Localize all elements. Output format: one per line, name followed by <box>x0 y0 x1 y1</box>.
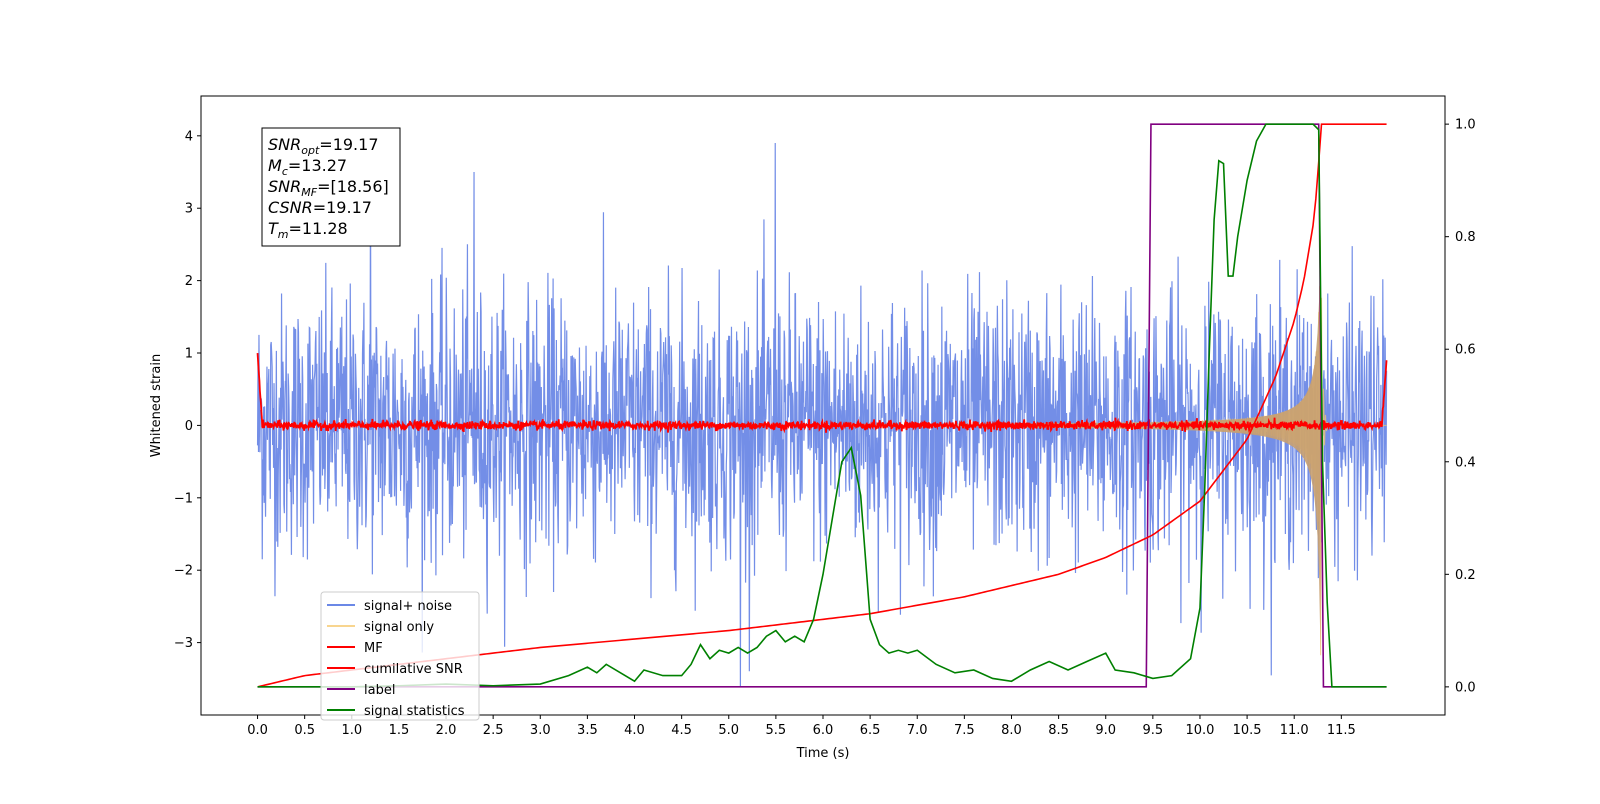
y2-tick-label: 0.6 <box>1455 343 1476 358</box>
x-tick-label: 0.0 <box>247 723 268 738</box>
y-tick-label: 4 <box>185 129 193 144</box>
legend-label: MF <box>364 641 383 656</box>
x-tick-label: 2.0 <box>436 723 457 738</box>
x-tick-label: 9.0 <box>1095 723 1116 738</box>
annotation-line: CSNR=19.17 <box>268 198 372 217</box>
y-tick-label: 3 <box>185 202 193 217</box>
x-axis-label: Time (s) <box>796 746 850 761</box>
series-line-mf <box>256 352 1388 434</box>
annotation-value: =11.28 <box>289 219 348 238</box>
y2-tick-label: 0.4 <box>1455 455 1476 470</box>
annotation-box: SNRopt=19.17Mc=13.27SNRMF=[18.56]CSNR=19… <box>261 127 401 247</box>
x-tick-label: 10.5 <box>1233 723 1262 738</box>
x-tick-label: 5.0 <box>718 723 739 738</box>
y2-tick-label: 0.2 <box>1455 568 1476 583</box>
x-tick-label: 0.5 <box>294 723 315 738</box>
axes-layer: 0.0 0.5 1.0 1.5 2.0 2.5 3.0 3.5 4.0 4.5 5.0 5.5 6.0 6… <box>149 95 1476 761</box>
annotation-value: =19.17 <box>313 198 372 217</box>
y-tick-label: −1 <box>174 491 193 506</box>
annotation-subscript: opt <box>301 144 320 157</box>
annotation-symbol: T <box>268 219 279 238</box>
y-tick-label: −3 <box>174 636 193 651</box>
x-tick-label: 11.0 <box>1280 723 1309 738</box>
annotation-line: Mc=13.27 <box>268 156 347 178</box>
annotation-symbol: M <box>268 156 282 175</box>
y2-tick-label: 0.8 <box>1455 230 1476 245</box>
annotation-subscript: MF <box>301 186 317 199</box>
x-tick-label: 11.5 <box>1327 723 1356 738</box>
legend-frame <box>320 591 480 721</box>
x-tick-label: 3.0 <box>530 723 551 738</box>
annotation-line: Tm=11.28 <box>268 219 348 241</box>
annotation-subscript: c <box>282 165 288 178</box>
plot-series-layer <box>256 123 1388 688</box>
series-line-signal-noise <box>256 143 1388 687</box>
x-tick-label: 6.0 <box>813 723 834 738</box>
annotation-value: =[18.56] <box>317 177 389 196</box>
x-tick-label: 8.0 <box>1001 723 1022 738</box>
legend: signal+ noise signal only MF cumilative SNR… <box>320 591 480 721</box>
x-tick-label: 10.0 <box>1185 723 1214 738</box>
annotation-subscript: m <box>278 228 289 241</box>
y2-tick-label: 1.0 <box>1455 118 1476 133</box>
x-tick-label: 2.5 <box>483 723 504 738</box>
x-tick-label: 7.5 <box>954 723 975 738</box>
x-tick-label: 5.5 <box>766 723 787 738</box>
annotation-value: =19.17 <box>319 135 378 154</box>
annotation-symbol: SNR <box>268 177 301 196</box>
x-tick-label: 4.0 <box>624 723 645 738</box>
x-tick-label: 9.5 <box>1143 723 1164 738</box>
annotation-value: =13.27 <box>288 156 347 175</box>
legend-label: signal+ noise <box>364 599 452 614</box>
y-tick-label: 0 <box>185 419 193 434</box>
annotation-symbol: SNR <box>268 135 301 154</box>
y2-tick-label: 0.0 <box>1455 680 1476 695</box>
x-tick-label: 7.0 <box>907 723 928 738</box>
x-tick-label: 6.5 <box>860 723 881 738</box>
annotation-line: SNRopt=19.17 <box>268 135 379 157</box>
series-line-signal-statistics <box>257 123 1387 688</box>
x-tick-label: 8.5 <box>1048 723 1069 738</box>
x-tick-label: 3.5 <box>577 723 598 738</box>
annotation-frame <box>261 127 401 247</box>
legend-label: label <box>364 683 395 698</box>
y-tick-label: 1 <box>185 347 193 362</box>
x-tick-label: 1.5 <box>389 723 410 738</box>
legend-label: signal only <box>364 620 434 635</box>
x-tick-label: 4.5 <box>671 723 692 738</box>
legend-label: cumilative SNR <box>364 662 463 677</box>
y-tick-label: 2 <box>185 274 193 289</box>
legend-label: signal statistics <box>364 704 465 719</box>
y-axis-label: Whitened strain <box>149 354 164 457</box>
annotation-line: SNRMF=[18.56] <box>268 177 389 199</box>
annotation-symbol: CSNR <box>268 198 313 217</box>
y-tick-label: −2 <box>174 564 193 579</box>
x-tick-label: 1.0 <box>341 723 362 738</box>
